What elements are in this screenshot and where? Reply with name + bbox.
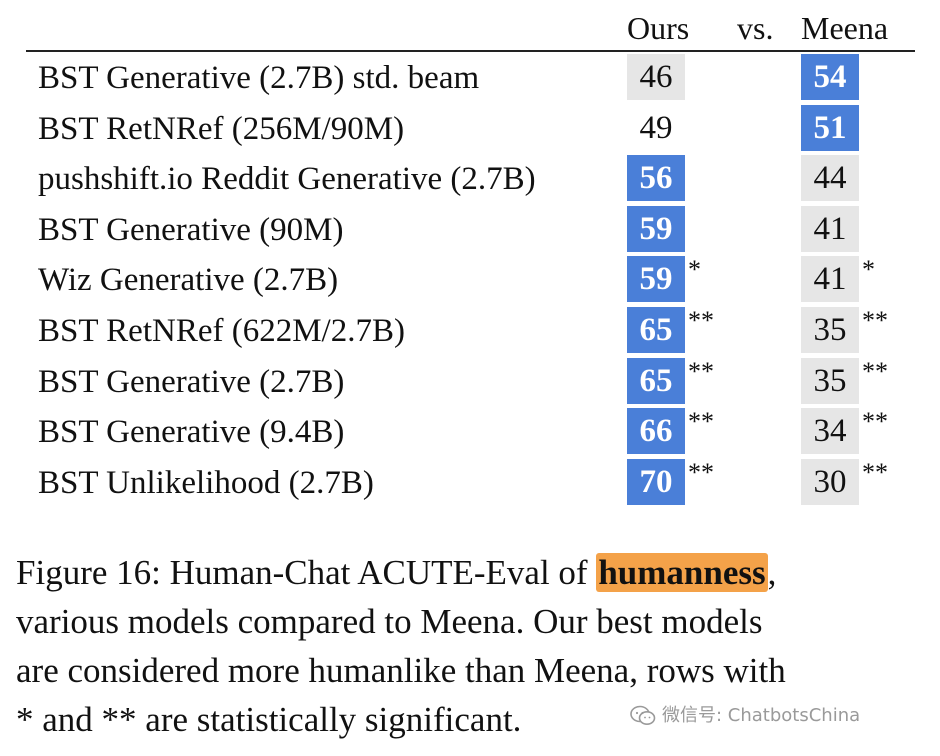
table-row: BST Generative (9.4B) 66 ** 34 ** xyxy=(0,407,940,457)
figure-caption: Figure 16: Human-Chat ACUTE-Eval of huma… xyxy=(16,548,926,744)
ours-score-cell: 65 xyxy=(627,307,685,353)
wechat-icon xyxy=(630,705,662,726)
meena-score-cell: 30 xyxy=(801,458,859,505)
caption-line-3: are considered more humanlike than Meena… xyxy=(16,651,786,690)
model-name: BST Generative (9.4B) xyxy=(38,414,345,451)
watermark: 微信号: ChatbotsChina xyxy=(630,701,860,731)
ours-significance-mark: ** xyxy=(688,457,714,487)
ours-score-cell: 65 xyxy=(627,357,685,404)
ours-significance-mark: ** xyxy=(688,356,714,386)
meena-score-cell: 44 xyxy=(801,155,859,202)
model-name: BST Unlikelihood (2.7B) xyxy=(38,464,374,501)
ours-score-cell: 46 xyxy=(627,54,685,100)
header-rule xyxy=(26,50,915,52)
ours-score-cell: 66 xyxy=(627,408,685,455)
table-row: BST RetNRef (622M/2.7B) 65 ** 35 ** xyxy=(0,306,940,356)
meena-score-cell: 41 xyxy=(801,205,859,252)
header-meena: Meena xyxy=(801,10,889,46)
model-name: BST Generative (2.7B) std. beam xyxy=(38,60,480,96)
caption-line-4: * and ** are statistically significant. xyxy=(16,700,522,739)
ours-score-cell: 59 xyxy=(627,205,685,252)
ours-significance-mark: ** xyxy=(688,407,714,437)
model-name: Wiz Generative (2.7B) xyxy=(38,262,339,299)
caption-line-1-end: , xyxy=(767,553,777,592)
table-row: Wiz Generative (2.7B) 59 * 41 * xyxy=(0,255,940,305)
highlighted-term: humanness xyxy=(596,553,768,592)
ours-score-cell: 70 xyxy=(627,458,685,505)
meena-score-cell: 54 xyxy=(801,54,859,100)
meena-score-cell: 35 xyxy=(801,307,859,353)
meena-score-cell: 41 xyxy=(801,256,859,303)
caption-line-1-text: Figure 16: Human-Chat ACUTE-Eval of xyxy=(16,553,597,592)
table-row: BST Generative (90M) 59 41 xyxy=(0,205,940,255)
meena-score-cell: 35 xyxy=(801,357,859,404)
ours-significance-mark: * xyxy=(688,255,701,285)
meena-significance-mark: ** xyxy=(862,356,888,386)
ours-score-cell: 56 xyxy=(627,155,685,202)
model-name: BST RetNRef (622M/2.7B) xyxy=(38,313,405,349)
meena-significance-mark: ** xyxy=(862,306,888,335)
meena-significance-mark: ** xyxy=(862,457,888,487)
meena-score-cell: 51 xyxy=(801,104,859,151)
table-row: BST RetNRef (256M/90M) 49 51 xyxy=(0,104,940,154)
ours-significance-mark: ** xyxy=(688,306,714,335)
ours-score-cell: 59 xyxy=(627,256,685,303)
model-name: BST Generative (2.7B) xyxy=(38,363,345,400)
table-row: BST Generative (2.7B) std. beam 46 54 xyxy=(0,53,940,103)
table-row: BST Generative (2.7B) 65 ** 35 ** xyxy=(0,357,940,407)
model-name: BST RetNRef (256M/90M) xyxy=(38,110,405,147)
table-row: BST Unlikelihood (2.7B) 70 ** 30 ** xyxy=(0,458,940,508)
header-ours: Ours xyxy=(627,10,690,46)
table-row: pushshift.io Reddit Generative (2.7B) 56 4… xyxy=(0,154,940,204)
caption-line-1: Figure 16: Human-Chat ACUTE-Eval of huma… xyxy=(16,548,926,597)
caption-line-2: various models compared to Meena. Our be… xyxy=(16,602,763,641)
ours-score-cell: 49 xyxy=(627,104,685,151)
meena-significance-mark: * xyxy=(862,255,875,285)
model-name: BST Generative (90M) xyxy=(38,211,344,248)
meena-significance-mark: ** xyxy=(862,407,888,437)
header-vs: vs. xyxy=(737,10,774,46)
meena-score-cell: 34 xyxy=(801,408,859,455)
watermark-text: 微信号: ChatbotsChina xyxy=(662,705,861,726)
model-name: pushshift.io Reddit Generative (2.7B) xyxy=(38,161,536,198)
